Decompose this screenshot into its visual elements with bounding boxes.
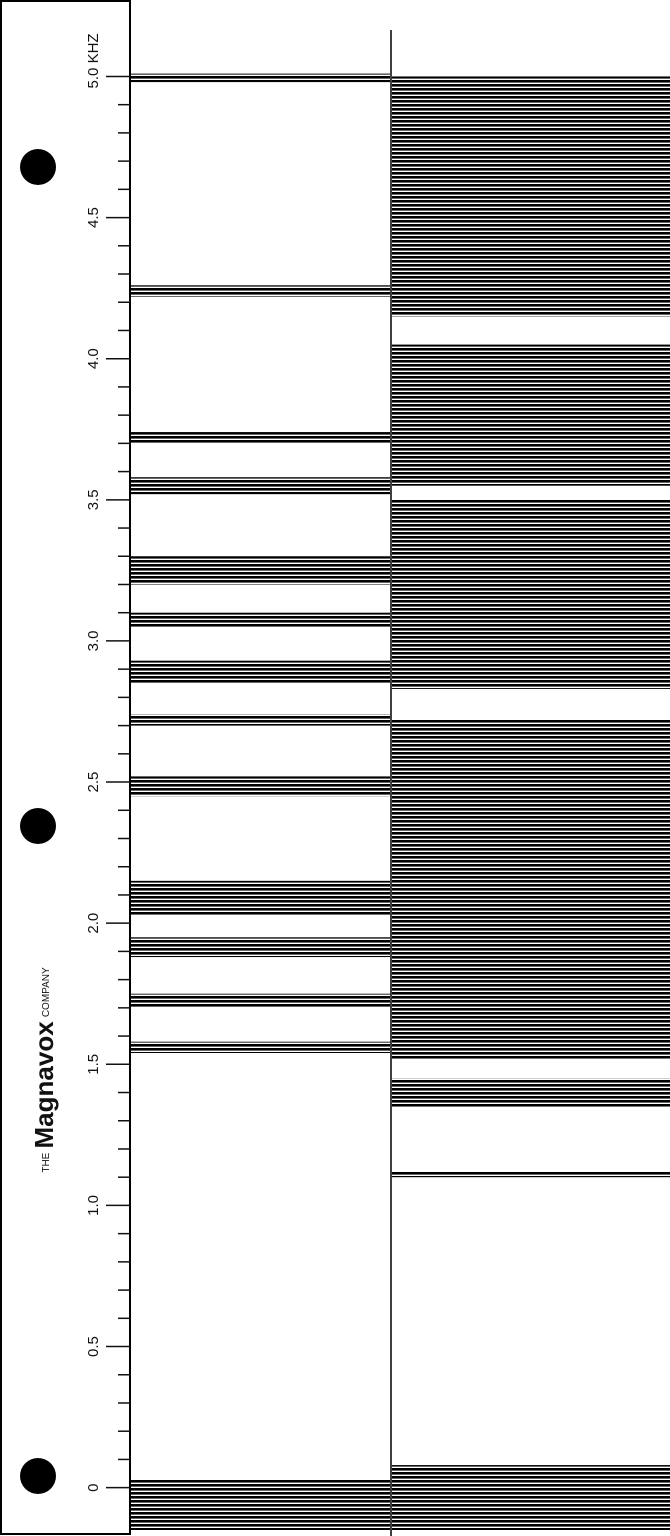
y-tick-label: 5.0 KHZ [85, 33, 102, 88]
band [392, 1171, 670, 1178]
y-tick-label: 3.0 [85, 631, 102, 652]
brand-suffix: COMPANY [41, 967, 52, 1017]
brand: THE Magnavox COMPANY [29, 967, 59, 1173]
punch-hole [20, 808, 56, 844]
band [131, 880, 390, 915]
y-tick-label: 4.5 [85, 207, 102, 228]
band [131, 285, 390, 297]
band [131, 477, 390, 495]
band [131, 1479, 390, 1530]
y-tick-label: 3.5 [85, 489, 102, 510]
band [392, 1465, 670, 1530]
y-tick-label: 1.5 [85, 1054, 102, 1075]
y-tick-label: 1.0 [85, 1195, 102, 1216]
brand-prefix: THE [41, 1152, 52, 1172]
band [131, 937, 390, 958]
band [131, 1041, 390, 1054]
punch-hole [20, 1458, 56, 1494]
band [131, 432, 390, 444]
y-tick-label: 2.0 [85, 913, 102, 934]
band [131, 556, 390, 585]
y-tick-label: 4.0 [85, 348, 102, 369]
band [392, 344, 670, 486]
band [131, 776, 390, 797]
band [392, 76, 670, 317]
band [131, 993, 390, 1008]
ruler [0, 0, 131, 1535]
punch-hole [20, 149, 56, 185]
y-tick-label: 2.5 [85, 772, 102, 793]
brand-name: Magnavox [29, 1021, 59, 1149]
band [131, 660, 390, 684]
band [392, 1078, 670, 1107]
band [392, 499, 670, 689]
band [131, 73, 390, 83]
band [392, 719, 670, 1059]
y-tick-label: 0.5 [85, 1336, 102, 1357]
band [131, 714, 390, 726]
band [131, 612, 390, 627]
y-tick-label: 0 [85, 1483, 102, 1491]
